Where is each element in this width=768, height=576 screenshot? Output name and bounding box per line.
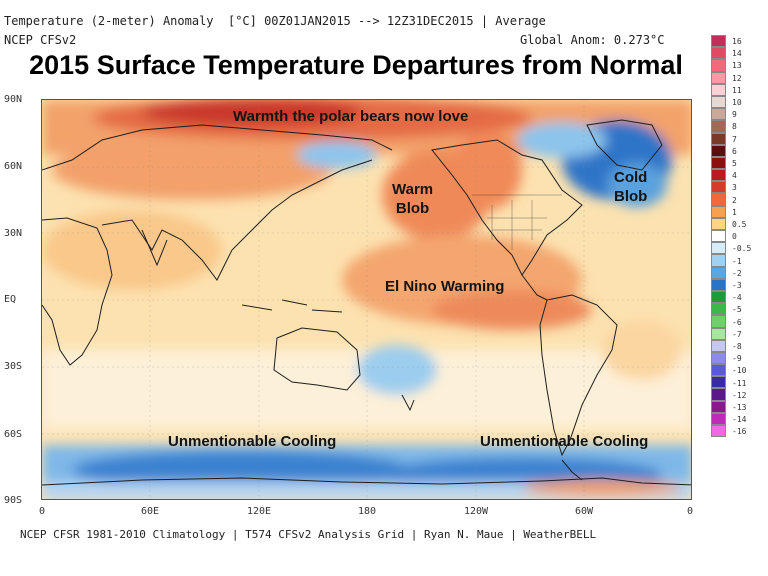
colorbar-label: 3 bbox=[732, 183, 737, 193]
colorbar-swatch bbox=[711, 169, 726, 182]
colorbar bbox=[711, 35, 726, 438]
colorbar-label: 7 bbox=[732, 134, 737, 144]
colorbar-label: 6 bbox=[732, 146, 737, 156]
colorbar-label: -12 bbox=[732, 390, 747, 400]
colorbar-label: 10 bbox=[732, 98, 742, 107]
colorbar-swatch bbox=[711, 95, 726, 109]
annotation-el-nino: El Nino Warming bbox=[385, 278, 505, 295]
annotation-warm-blob-line1: Warm bbox=[392, 181, 434, 198]
annotation-warm-blob: Warm Blob bbox=[392, 180, 433, 218]
colorbar-swatch bbox=[711, 59, 726, 72]
annotation-cooling-right: Unmentionable Cooling bbox=[480, 433, 649, 450]
annotation-warm-blob-line2: Blob bbox=[395, 200, 430, 217]
colorbar-label: -11 bbox=[732, 378, 747, 388]
colorbar-swatch bbox=[711, 120, 726, 133]
colorbar-label: 1 bbox=[732, 207, 737, 217]
colorbar-swatch bbox=[711, 315, 726, 328]
colorbar-label: 9 bbox=[732, 110, 737, 120]
colorbar-swatch bbox=[711, 108, 726, 121]
colorbar-swatch bbox=[711, 156, 726, 170]
lat-label-30n: 30N bbox=[4, 228, 23, 239]
colorbar-label: -0.5 bbox=[732, 244, 752, 254]
lon-label-180: 180 bbox=[357, 506, 377, 517]
colorbar-swatch bbox=[711, 181, 726, 194]
annotation-cold-blob-line1: Cold bbox=[614, 169, 648, 186]
colorbar-label: -14 bbox=[732, 415, 747, 425]
annotation-cold-blob-line2: Blob bbox=[614, 188, 648, 205]
annotation-cold-blob: Cold Blob bbox=[614, 168, 647, 206]
colorbar-swatch bbox=[711, 71, 726, 84]
lat-label-60n: 60N bbox=[4, 161, 23, 172]
colorbar-label: 16 bbox=[732, 37, 742, 46]
colorbar-swatch bbox=[711, 132, 726, 145]
lon-label-60e: 60E bbox=[140, 506, 160, 517]
lat-label-30s: 30S bbox=[4, 361, 23, 372]
colorbar-label: 13 bbox=[732, 61, 742, 71]
colorbar-label: -1 bbox=[732, 256, 742, 266]
colorbar-swatch bbox=[711, 205, 726, 218]
anomaly-map bbox=[41, 99, 692, 500]
annotation-polar-warmth: Warmth the polar bears now love bbox=[233, 108, 469, 125]
colorbar-swatch bbox=[711, 425, 726, 438]
colorbar-label: -6 bbox=[732, 317, 742, 327]
colorbar-swatch bbox=[711, 364, 726, 377]
colorbar-swatch bbox=[711, 35, 726, 48]
colorbar-swatch bbox=[711, 144, 726, 157]
lon-label-60w: 60W bbox=[574, 506, 594, 517]
colorbar-label: 8 bbox=[732, 122, 737, 132]
colorbar-swatch bbox=[711, 339, 726, 352]
colorbar-label: 12 bbox=[732, 73, 742, 83]
colorbar-label: -8 bbox=[732, 342, 742, 351]
colorbar-label: -3 bbox=[732, 281, 742, 290]
colorbar-swatch bbox=[711, 254, 726, 267]
colorbar-label: 0 bbox=[732, 232, 737, 242]
colorbar-label: -7 bbox=[732, 329, 742, 339]
colorbar-label: 2 bbox=[732, 195, 737, 205]
annotation-cooling-left: Unmentionable Cooling bbox=[168, 433, 337, 450]
lon-label-0-left: 0 bbox=[38, 506, 46, 517]
lat-label-90s: 90S bbox=[4, 495, 23, 506]
colorbar-label: 5 bbox=[732, 159, 737, 168]
lat-label-90n: 90N bbox=[4, 94, 23, 105]
colorbar-swatch bbox=[711, 351, 726, 365]
colorbar-swatch bbox=[711, 388, 726, 401]
colorbar-label: -2 bbox=[732, 268, 742, 278]
colorbar-label: -9 bbox=[732, 354, 742, 364]
colorbar-label: -10 bbox=[732, 366, 747, 376]
map-graphic bbox=[42, 100, 691, 499]
colorbar-swatch bbox=[711, 303, 726, 316]
header-model: NCEP CFSv2 bbox=[4, 33, 77, 47]
colorbar-swatch bbox=[711, 290, 726, 304]
colorbar-label: 11 bbox=[732, 85, 742, 95]
lon-label-120e: 120E bbox=[246, 506, 272, 517]
colorbar-label: -16 bbox=[732, 427, 747, 437]
colorbar-swatch bbox=[711, 400, 726, 413]
footer-credits: NCEP CFSR 1981-2010 Climatology | T574 C… bbox=[20, 528, 597, 541]
lon-label-120w: 120W bbox=[463, 506, 489, 517]
colorbar-swatch bbox=[711, 376, 726, 389]
colorbar-swatch bbox=[711, 412, 726, 425]
colorbar-swatch bbox=[711, 327, 726, 340]
page-title: 2015 Surface Temperature Departures from… bbox=[29, 50, 683, 80]
header-title: Temperature (2-meter) Anomaly [°C] 00Z01… bbox=[4, 14, 546, 28]
lat-label-eq: EQ bbox=[4, 294, 17, 305]
colorbar-swatch bbox=[711, 193, 726, 206]
colorbar-swatch bbox=[711, 278, 726, 291]
colorbar-label: 4 bbox=[732, 171, 737, 181]
lon-label-0-right: 0 bbox=[686, 506, 694, 517]
global-anomaly: Global Anom: 0.273°C bbox=[520, 33, 665, 47]
colorbar-swatch bbox=[711, 230, 726, 243]
colorbar-swatch bbox=[711, 217, 726, 230]
colorbar-label: -4 bbox=[732, 293, 742, 303]
colorbar-label: -5 bbox=[732, 305, 742, 315]
colorbar-label: -13 bbox=[732, 403, 747, 412]
colorbar-swatch bbox=[711, 266, 726, 279]
colorbar-swatch bbox=[711, 83, 726, 96]
colorbar-swatch bbox=[711, 47, 726, 60]
colorbar-label: 14 bbox=[732, 49, 742, 59]
colorbar-swatch bbox=[711, 242, 726, 255]
colorbar-label: 0.5 bbox=[732, 220, 747, 229]
lat-label-60s: 60S bbox=[4, 429, 23, 440]
